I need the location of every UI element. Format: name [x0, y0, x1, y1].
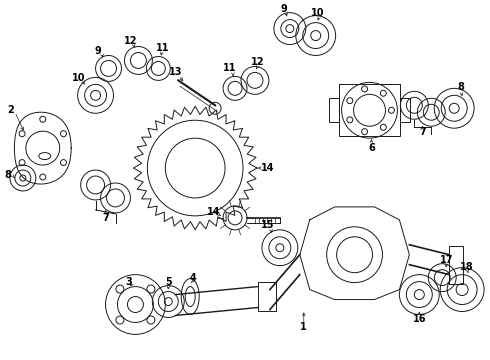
Bar	[449, 246, 463, 284]
Text: 12: 12	[123, 36, 137, 46]
Bar	[400, 98, 410, 122]
Text: 15: 15	[261, 220, 275, 230]
Text: 4: 4	[190, 273, 196, 283]
Text: 11: 11	[155, 42, 169, 53]
Text: 16: 16	[413, 314, 426, 324]
Bar	[339, 84, 400, 136]
Text: 7: 7	[419, 127, 426, 137]
Text: 5: 5	[165, 276, 172, 287]
Text: 9: 9	[94, 45, 101, 55]
Text: 10: 10	[72, 73, 85, 84]
Text: 18: 18	[460, 262, 474, 272]
Bar	[329, 98, 339, 122]
Text: 3: 3	[125, 276, 132, 287]
Text: 8: 8	[458, 82, 465, 93]
Text: 14: 14	[207, 207, 221, 217]
Text: 2: 2	[7, 105, 14, 115]
Text: 8: 8	[4, 170, 11, 180]
Text: 12: 12	[251, 58, 265, 67]
Text: 10: 10	[311, 8, 324, 18]
Text: 1: 1	[300, 323, 307, 332]
Text: 11: 11	[223, 63, 237, 73]
Bar	[258, 282, 276, 311]
Text: 13: 13	[169, 67, 182, 77]
Text: 7: 7	[102, 213, 109, 223]
Text: 14: 14	[261, 163, 275, 173]
Text: 17: 17	[440, 255, 453, 265]
Text: 9: 9	[280, 4, 287, 14]
Text: 6: 6	[368, 143, 375, 153]
